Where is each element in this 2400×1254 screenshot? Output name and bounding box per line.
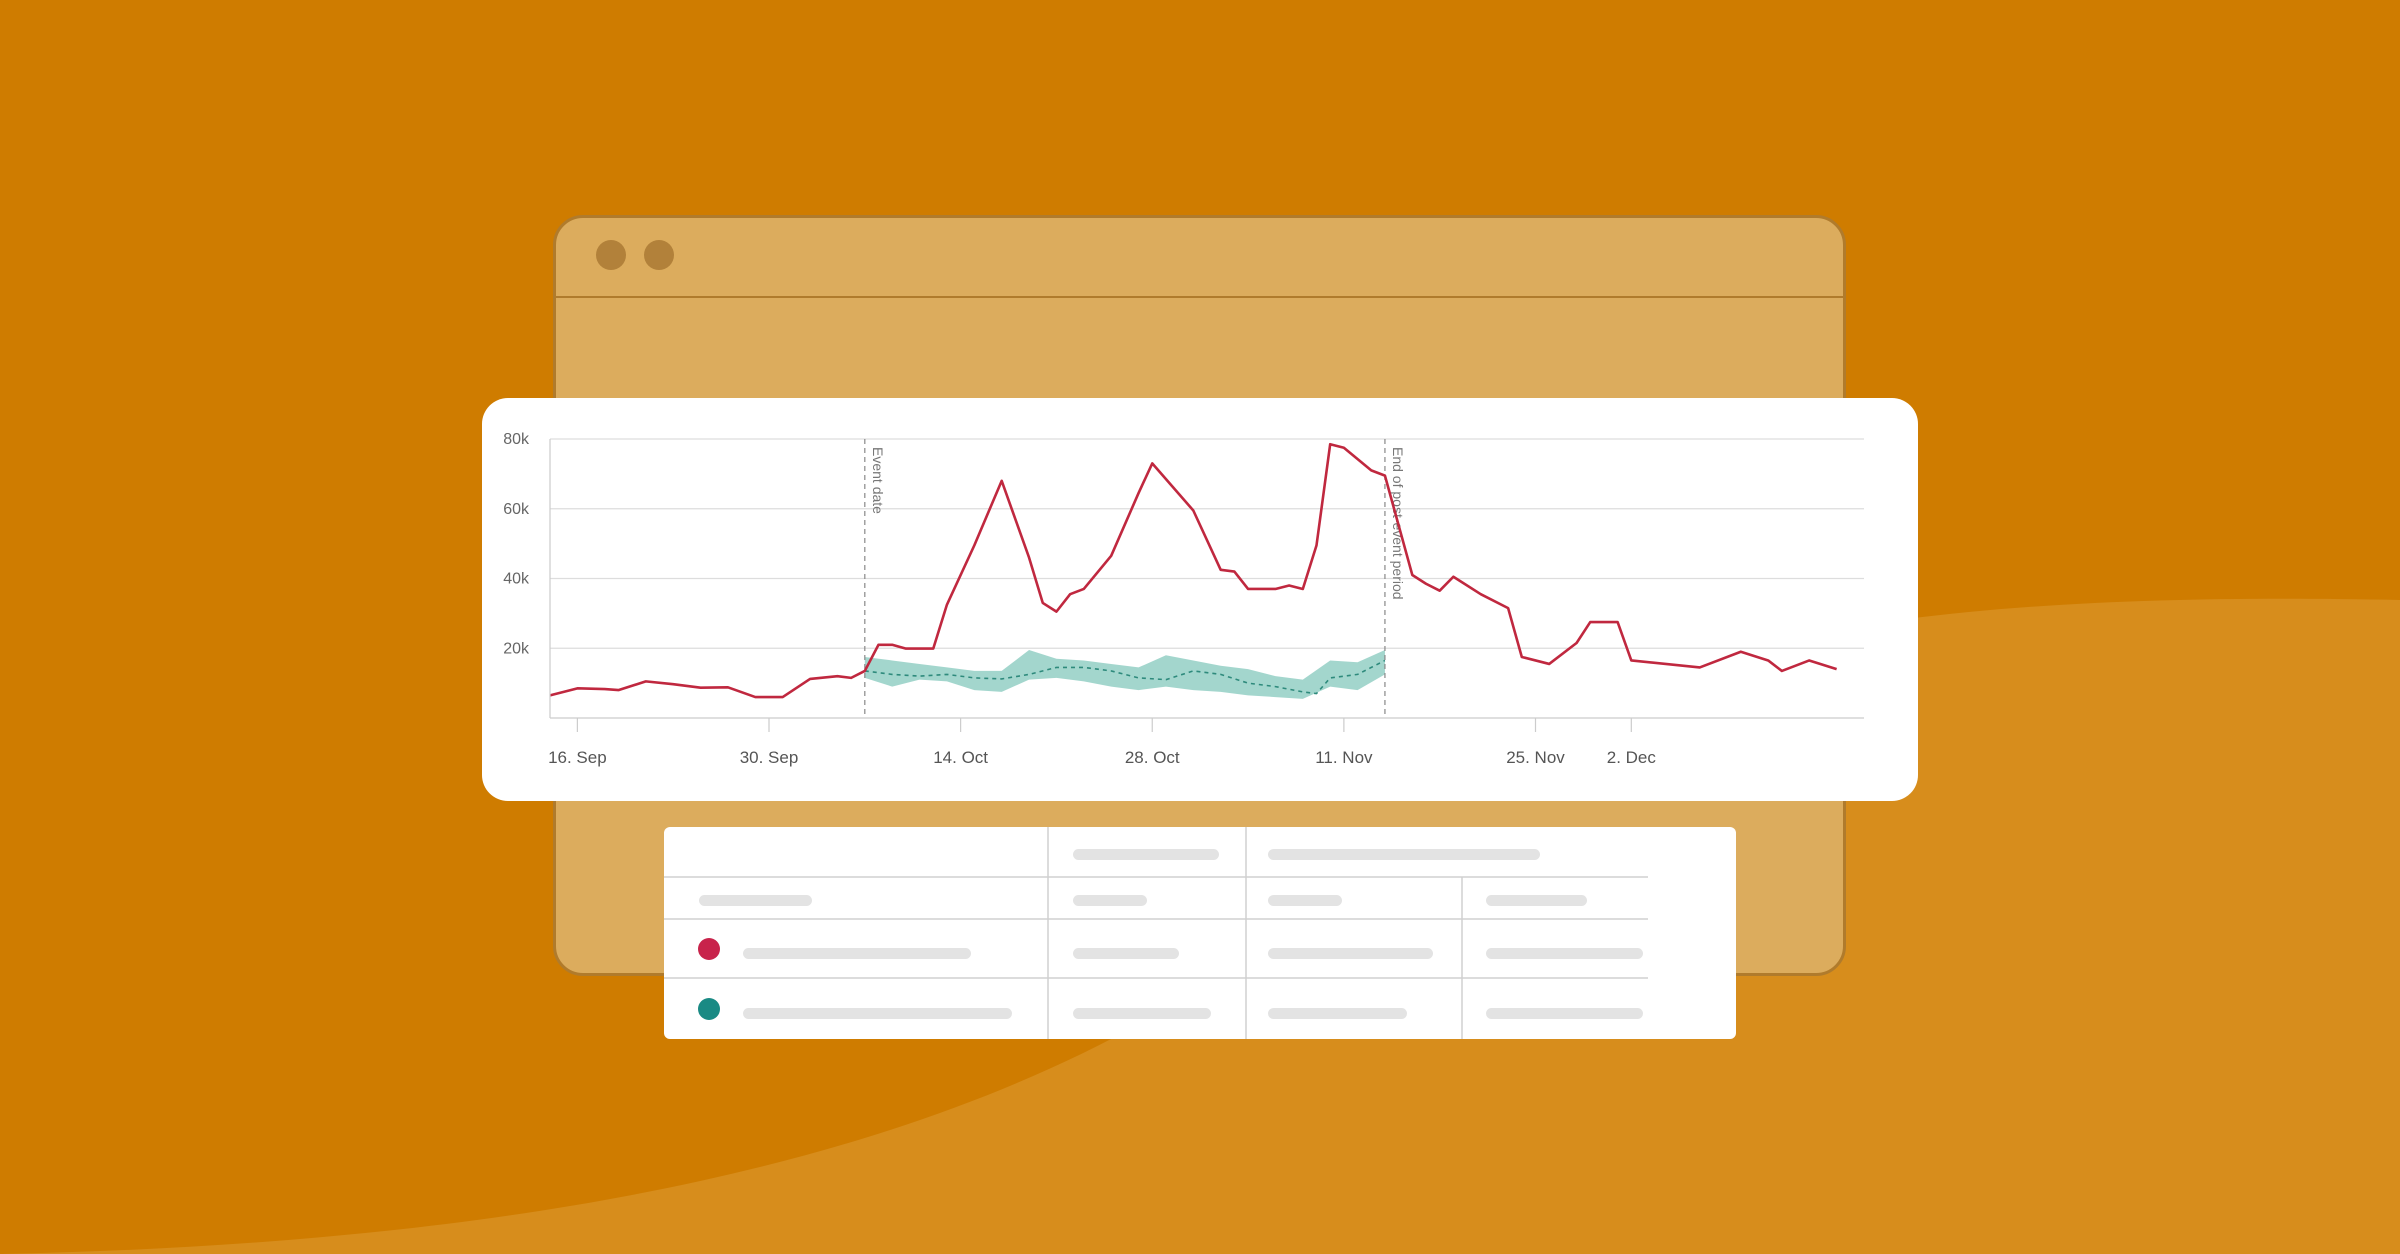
line-chart: Event date End of post-event period 20k40…	[503, 431, 1864, 767]
x-tick-label: 16. Sep	[548, 748, 607, 767]
actual-series-line	[549, 442, 1838, 699]
table-grid	[664, 827, 1648, 1039]
placeholder-text-bar	[743, 1008, 1012, 1019]
placeholder-text-bar	[1073, 1008, 1211, 1019]
plot-line-label: Event date	[870, 447, 886, 514]
actual-series-layer	[549, 442, 1838, 699]
chart-card: Event date End of post-event period 20k 40…	[482, 398, 1918, 801]
window-control-dot-2[interactable]	[644, 240, 674, 270]
axes: 20k 40k 60k 80k 16. Sep 30. Sep 14. Oct 28. Oct…	[503, 431, 1864, 767]
x-tick-label: 11. Nov	[1315, 748, 1373, 767]
placeholder-text-bar	[1268, 849, 1540, 860]
gridlines	[550, 438, 1864, 649]
data-table	[664, 827, 1736, 1039]
placeholder-text-bar	[1268, 948, 1433, 959]
legend-marker-1	[698, 938, 720, 960]
y-tick-label: 80k	[503, 431, 530, 448]
x-tick-label: 2. Dec	[1607, 748, 1657, 767]
y-tick-label: 40k	[503, 571, 530, 588]
placeholder-text-bar	[699, 895, 812, 906]
placeholder-text-bar	[1268, 895, 1342, 906]
x-tick-label: 28. Oct	[1125, 748, 1180, 767]
x-tick-label: 14. Oct	[933, 748, 988, 767]
forecast-line	[864, 659, 1386, 695]
placeholder-text-bar	[1073, 895, 1147, 906]
placeholder-text-bar	[1486, 948, 1643, 959]
x-tick-label: 25. Nov	[1506, 748, 1565, 767]
y-tick-label: 20k	[503, 640, 530, 657]
placeholder-text-bar	[743, 948, 971, 959]
forecast-range-band	[864, 649, 1385, 699]
window-control-dot-1[interactable]	[596, 240, 626, 270]
placeholder-text-bar	[1073, 849, 1219, 860]
y-tick-label: 60k	[503, 501, 530, 518]
placeholder-text-bar	[1486, 1008, 1643, 1019]
x-tick-label: 30. Sep	[740, 748, 799, 767]
legend-marker-2	[698, 998, 720, 1020]
placeholder-text-bar	[1073, 948, 1179, 959]
placeholder-text-bar	[1486, 895, 1587, 906]
forecast-line-layer	[864, 659, 1386, 695]
forecast-band-layer	[864, 649, 1385, 699]
browser-titlebar	[556, 218, 1843, 298]
placeholder-text-bar	[1268, 1008, 1407, 1019]
